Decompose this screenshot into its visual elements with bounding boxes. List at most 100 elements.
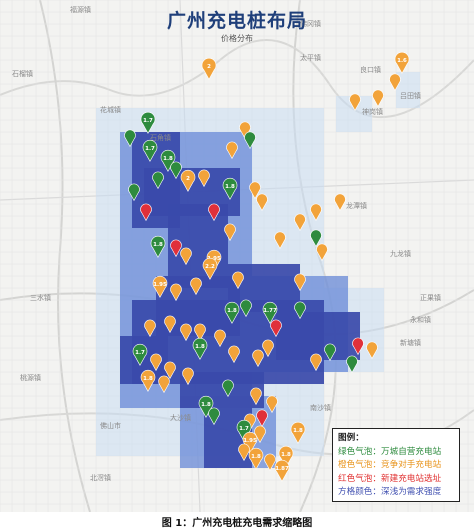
pin-marker bbox=[254, 425, 266, 444]
orange-pin[interactable]: 1.8 bbox=[248, 448, 264, 470]
orange-pin[interactable] bbox=[180, 323, 192, 342]
demand-cell bbox=[132, 276, 144, 288]
orange-pin[interactable] bbox=[262, 339, 274, 358]
orange-pin[interactable] bbox=[310, 353, 322, 372]
demand-cell bbox=[96, 144, 108, 156]
pin-marker bbox=[224, 302, 240, 324]
orange-pin[interactable]: 1.8 bbox=[290, 422, 306, 444]
demand-cell bbox=[276, 120, 288, 132]
demand-cell bbox=[192, 300, 204, 312]
demand-cell bbox=[120, 120, 132, 132]
orange-pin[interactable] bbox=[164, 361, 176, 380]
orange-pin[interactable] bbox=[266, 395, 278, 414]
green-pin[interactable] bbox=[244, 131, 256, 150]
demand-cell bbox=[120, 264, 132, 276]
orange-pin[interactable] bbox=[198, 169, 210, 188]
orange-pin[interactable] bbox=[239, 121, 251, 140]
orange-pin[interactable]: 1.95 bbox=[152, 276, 168, 298]
green-pin[interactable]: 1.7 bbox=[132, 344, 148, 366]
orange-pin[interactable] bbox=[214, 329, 226, 348]
orange-pin[interactable]: 1.95 bbox=[242, 432, 258, 454]
red-pin[interactable] bbox=[352, 337, 364, 356]
demand-cell bbox=[132, 252, 144, 264]
orange-pin[interactable] bbox=[250, 387, 262, 406]
pin-label: 1.95 bbox=[243, 438, 257, 444]
orange-pin[interactable] bbox=[224, 223, 236, 242]
orange-pin[interactable] bbox=[334, 193, 346, 212]
green-pin[interactable]: 1.8 bbox=[192, 338, 208, 360]
red-pin[interactable] bbox=[170, 239, 182, 258]
orange-pin[interactable] bbox=[190, 277, 202, 296]
orange-pin[interactable] bbox=[310, 203, 322, 222]
green-pin[interactable] bbox=[128, 183, 140, 202]
pin-marker bbox=[164, 361, 176, 380]
green-pin[interactable] bbox=[310, 229, 322, 248]
orange-pin[interactable] bbox=[150, 353, 162, 372]
orange-pin[interactable] bbox=[389, 73, 401, 92]
demand-cell bbox=[264, 240, 276, 252]
orange-pin[interactable] bbox=[366, 341, 378, 360]
orange-pin[interactable] bbox=[228, 345, 240, 364]
pin-label: 1.95 bbox=[207, 256, 221, 262]
green-pin[interactable] bbox=[124, 129, 136, 148]
orange-pin[interactable] bbox=[180, 247, 192, 266]
green-pin[interactable]: 1.8 bbox=[150, 236, 166, 258]
demand-cell bbox=[312, 324, 324, 336]
green-pin[interactable]: 1.7 bbox=[142, 140, 158, 162]
orange-pin[interactable] bbox=[182, 367, 194, 386]
orange-pin[interactable] bbox=[274, 231, 286, 250]
orange-pin[interactable] bbox=[294, 273, 306, 292]
green-pin[interactable] bbox=[324, 343, 336, 362]
orange-pin[interactable] bbox=[254, 425, 266, 444]
orange-pin[interactable] bbox=[256, 193, 268, 212]
orange-pin[interactable]: 1.87 bbox=[274, 460, 290, 482]
orange-pin[interactable] bbox=[158, 375, 170, 394]
green-pin[interactable]: 1.8 bbox=[160, 150, 176, 172]
orange-pin[interactable]: 1.8 bbox=[140, 370, 156, 392]
green-pin[interactable] bbox=[208, 407, 220, 426]
orange-pin[interactable] bbox=[164, 315, 176, 334]
orange-pin[interactable] bbox=[144, 319, 156, 338]
orange-pin[interactable] bbox=[249, 181, 261, 200]
orange-pin[interactable] bbox=[252, 349, 264, 368]
orange-pin[interactable]: 1.8 bbox=[278, 446, 294, 468]
green-pin[interactable]: 1.8 bbox=[224, 302, 240, 324]
map-subtitle: 价格分布 bbox=[221, 34, 253, 43]
orange-pin[interactable] bbox=[232, 271, 244, 290]
orange-pin[interactable] bbox=[264, 453, 276, 472]
orange-pin[interactable] bbox=[372, 89, 384, 108]
green-pin[interactable]: 1.77 bbox=[262, 302, 278, 324]
red-pin[interactable] bbox=[208, 203, 220, 222]
orange-pin[interactable]: 2.2 bbox=[202, 258, 218, 280]
orange-pin[interactable]: 1.6 bbox=[394, 52, 410, 74]
demand-cell bbox=[300, 168, 312, 180]
orange-pin[interactable] bbox=[226, 141, 238, 160]
orange-pin[interactable] bbox=[238, 443, 250, 462]
green-pin[interactable]: 1.8 bbox=[222, 178, 238, 200]
orange-pin[interactable] bbox=[194, 323, 206, 342]
demand-cell bbox=[336, 96, 348, 108]
place-label: 龙潭镇 bbox=[346, 201, 367, 210]
green-pin[interactable] bbox=[294, 301, 306, 320]
green-pin[interactable] bbox=[346, 355, 358, 374]
red-pin[interactable] bbox=[270, 319, 282, 338]
green-pin[interactable] bbox=[222, 379, 234, 398]
green-pin[interactable] bbox=[240, 299, 252, 318]
green-pin[interactable] bbox=[152, 171, 164, 190]
map-canvas[interactable]: 福源镇 石榴镇 佛冈镇 太平镇 良口镇 花城镇 吕田镇 石角镇 神岗镇 龙潭镇 九龙镇 正果镇 新塘镇 永… bbox=[0, 0, 474, 512]
red-pin[interactable] bbox=[256, 409, 268, 428]
green-pin[interactable] bbox=[170, 161, 182, 180]
pin-marker bbox=[310, 203, 322, 222]
green-pin[interactable]: 1.8 bbox=[198, 396, 214, 418]
orange-pin[interactable]: 2 bbox=[201, 58, 217, 80]
demand-cell bbox=[216, 132, 228, 144]
demand-cell bbox=[300, 432, 312, 444]
green-pin[interactable]: 1.7 bbox=[140, 112, 156, 134]
orange-pin[interactable] bbox=[170, 283, 182, 302]
orange-pin[interactable] bbox=[316, 243, 328, 262]
orange-pin[interactable] bbox=[294, 213, 306, 232]
orange-pin[interactable]: 2 bbox=[180, 170, 196, 192]
green-pin[interactable]: 1.7 bbox=[236, 420, 252, 442]
orange-pin[interactable] bbox=[349, 93, 361, 112]
red-pin[interactable] bbox=[140, 203, 152, 222]
